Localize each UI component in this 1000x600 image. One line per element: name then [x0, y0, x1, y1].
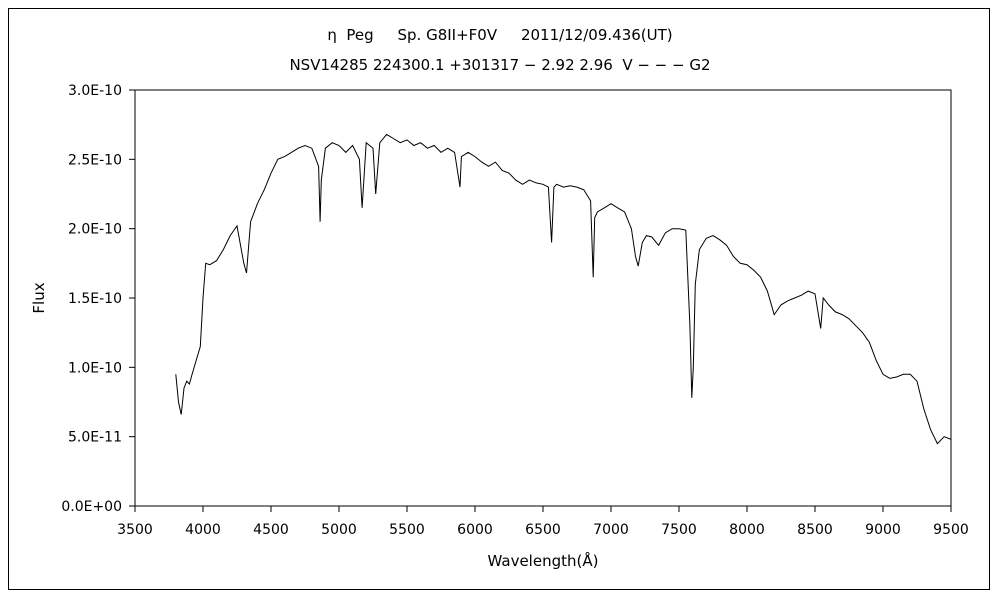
- x-tick-label: 3500: [117, 522, 153, 538]
- y-tick-label: 2.5E-10: [68, 152, 122, 168]
- x-tick-label: 7500: [661, 522, 697, 538]
- spectrum-series-line: [175, 133, 952, 445]
- chart-title-line-1: η Peg Sp. G8II+F0V 2011/12/09.436(UT): [327, 26, 673, 44]
- x-tick-label: 6000: [457, 522, 493, 538]
- chart-frame: [8, 8, 990, 590]
- x-tick-label: 6500: [525, 522, 561, 538]
- y-tick-label: 3.0E-10: [68, 83, 122, 99]
- y-tick-label: 0.0E+00: [61, 499, 122, 515]
- y-tick-label: 1.5E-10: [68, 291, 122, 307]
- x-axis: 3500 4000 4500 5000 5500 6000 6500 7000 7500 8000…: [117, 506, 969, 538]
- y-axis-label: Flux: [30, 282, 48, 313]
- x-axis-label: Wavelength(Å): [488, 551, 599, 570]
- chart-title-line-2: NSV14285 224300.1 +301317 − 2.92 2.96 V …: [289, 56, 711, 74]
- y-tick-label: 1.0E-10: [68, 360, 122, 376]
- x-tick-label: 5000: [321, 522, 357, 538]
- y-axis: 0.0E+00 5.0E-11 1.0E-10 1.5E-10 2.0E-10 2.5E-…: [61, 83, 135, 515]
- x-tick-label: 4500: [253, 522, 289, 538]
- x-tick-label: 4000: [185, 522, 221, 538]
- plot-area: [134, 89, 952, 507]
- x-tick-label: 8500: [797, 522, 833, 538]
- x-tick-label: 9000: [865, 522, 901, 538]
- y-tick-label: 5.0E-11: [68, 430, 122, 446]
- x-tick-label: 5500: [389, 522, 425, 538]
- x-tick-label: 8000: [729, 522, 765, 538]
- x-tick-label: 7000: [593, 522, 629, 538]
- y-tick-label: 2.0E-10: [68, 222, 122, 238]
- x-tick-label: 9500: [933, 522, 969, 538]
